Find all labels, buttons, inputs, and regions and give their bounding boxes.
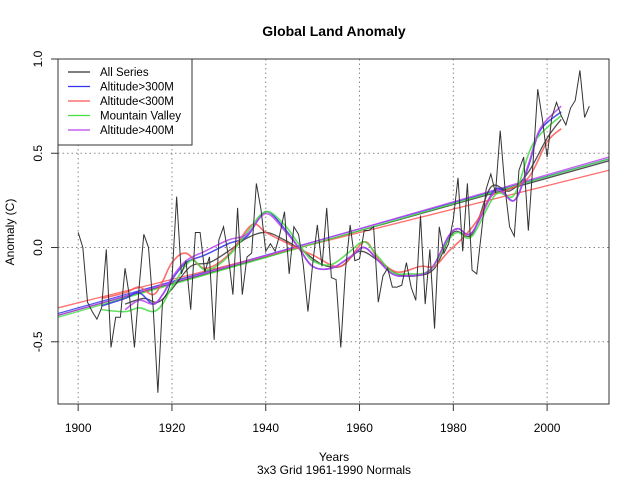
legend-label: Altitude>400M [100, 125, 174, 137]
x-tick-label: 1920 [159, 421, 186, 435]
y-tick-label: -0.5 [31, 331, 45, 352]
trend-line [58, 156, 609, 317]
y-tick-label: 0.0 [31, 239, 45, 256]
legend-label: Mountain Valley [100, 111, 181, 123]
chart-title: Global Land Anomaly [262, 23, 406, 39]
plot-frame [57, 58, 610, 405]
x-tick-label: 1960 [346, 421, 373, 435]
y-axis-label: Anomaly (C) [3, 199, 17, 266]
legend: All Series Altitude>300M Altitude<300M Moun… [57, 58, 193, 146]
x-tick-label: 1980 [440, 421, 467, 435]
x-tick-label: 1940 [252, 421, 279, 435]
annual-series [77, 70, 590, 393]
legend-label: All Series [100, 67, 149, 79]
chart-subtitle: 3x3 Grid 1961-1990 Normals [257, 463, 411, 477]
y-tick-label: 0.5 [31, 145, 45, 162]
legend-label: Altitude<300M [100, 96, 174, 108]
legend-box [57, 58, 193, 146]
x-axis: 1900 1920 1940 1960 1980 2000 [65, 403, 561, 435]
series-line [77, 70, 590, 393]
x-axis-label: Years [319, 450, 349, 464]
smooth-line [101, 128, 562, 300]
x-tick-label: 1900 [65, 421, 92, 435]
x-tick-label: 2000 [534, 421, 561, 435]
y-axis: -0.5 0.0 0.5 1.0 [31, 50, 59, 352]
legend-label: Altitude>300M [100, 82, 174, 94]
y-tick-label: 1.0 [31, 50, 45, 67]
